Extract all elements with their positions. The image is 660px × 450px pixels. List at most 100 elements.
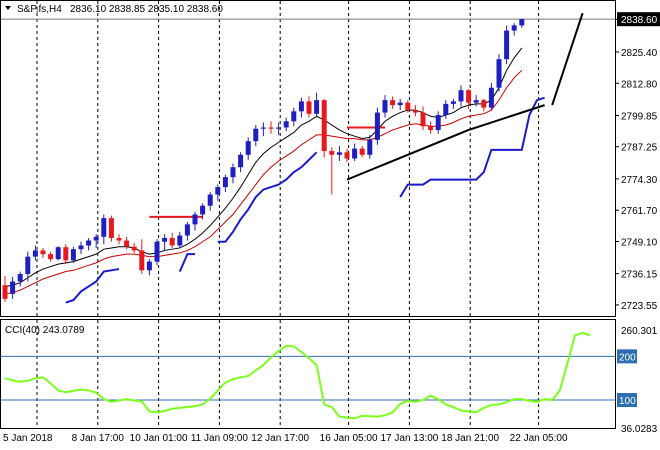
y-tick-label: 2723.55 (621, 301, 658, 312)
candle-up (184, 224, 190, 236)
stop-line (178, 253, 195, 272)
stop-line (399, 96, 545, 198)
candle-up (230, 167, 236, 178)
candle-up (382, 100, 388, 113)
candle-up (336, 152, 342, 155)
candle-up (70, 249, 76, 261)
candle-up (17, 274, 23, 282)
candle-up (215, 187, 221, 195)
candle-down (321, 100, 327, 152)
candle-up (260, 127, 266, 129)
candle-up (283, 121, 289, 128)
candle-up (435, 115, 441, 130)
panel-frames (0, 0, 616, 429)
candle-up (488, 87, 494, 108)
stop-line (217, 151, 318, 243)
candle-up (367, 139, 373, 155)
candle-up (314, 100, 320, 114)
cci-level-label: 100 (619, 396, 636, 407)
candle-down (306, 101, 312, 114)
candle-up (177, 235, 183, 246)
symbol-label: S&P,fs,H4 (17, 4, 62, 15)
candle-up (200, 205, 206, 215)
trendline (346, 129, 469, 181)
trendline (551, 12, 584, 106)
main-series (2, 12, 584, 304)
x-tick-label: 10 Jan 01:00 (130, 433, 188, 444)
candle-down (405, 102, 411, 111)
ma-fast-line (4, 47, 523, 287)
candle-down (359, 148, 365, 155)
candle-down (268, 127, 274, 129)
candle-up (352, 148, 358, 159)
candle-up (154, 241, 160, 262)
cci-level-label: 200 (619, 352, 636, 363)
x-tick-label: 22 Jan 05:00 (510, 433, 568, 444)
ma-slow-line (4, 69, 523, 295)
candle-up (146, 261, 152, 271)
y-tick-label: 2774.30 (621, 175, 658, 186)
y-tick-label: 2799.85 (621, 111, 658, 122)
axes: 2838.60 2825.40 2812.80 2799.85 2787.25 2774.… (3, 12, 660, 444)
candle-down (420, 112, 426, 127)
candle-down (139, 250, 145, 271)
candle-down (412, 110, 418, 113)
cci-line (4, 331, 591, 420)
candle-up (374, 112, 380, 140)
candle-down (481, 100, 487, 108)
candle-down (131, 246, 137, 251)
x-tick-label: 11 Jan 09:00 (191, 433, 249, 444)
candle-down (390, 100, 396, 106)
x-tick-label: 8 Jan 17:00 (72, 433, 125, 444)
cci-label: CCI(40) 243.0789 (5, 325, 85, 336)
y-tick-label: 2812.80 (621, 79, 658, 90)
candle-up (276, 127, 282, 129)
candle-up (504, 30, 510, 60)
chevron-down-icon[interactable] (5, 6, 11, 10)
candle-up (86, 240, 92, 246)
candle-up (55, 247, 61, 260)
candle-down (2, 285, 8, 299)
current-price-badge (617, 12, 660, 27)
x-tick-label: 12 Jan 17:00 (251, 433, 309, 444)
candle-up (32, 250, 38, 257)
ohlc-values: 2836.10 2838.85 2835.10 2838.60 (70, 4, 223, 15)
candle-down (466, 90, 472, 103)
candle-up (78, 245, 84, 250)
cci-level-badge (617, 349, 637, 364)
candle-up (298, 101, 304, 112)
candle-down (428, 126, 434, 130)
stop-line (65, 268, 120, 304)
candle-down (116, 238, 122, 241)
candle-up (519, 19, 525, 26)
candle-down (124, 240, 130, 247)
candle-down (40, 250, 46, 255)
candle-down (344, 152, 350, 159)
candle-up (238, 154, 244, 168)
candle-up (10, 281, 16, 294)
candle-up (101, 218, 107, 237)
cci-min-label: 36.0283 (621, 424, 658, 435)
candle-up (291, 111, 297, 122)
cci-max-label: 260.301 (621, 326, 658, 337)
main-panel-frame (0, 0, 616, 317)
main-grid (1, 1, 615, 316)
candle-up (511, 25, 517, 31)
candle-up (207, 194, 213, 206)
cci-panel-frame (0, 319, 616, 429)
candle-up (473, 100, 479, 103)
candle-down (169, 238, 175, 246)
candle-up (245, 141, 251, 155)
candle-up (450, 101, 456, 104)
x-tick-label: 5 Jan 2018 (3, 433, 53, 444)
x-tick-label: 16 Jan 05:00 (320, 433, 378, 444)
candle-up (93, 236, 99, 241)
cci-series (4, 331, 591, 420)
candle-up (443, 103, 449, 116)
candle-up (162, 238, 168, 242)
y-tick-label: 2787.25 (621, 143, 658, 154)
candle-up (222, 177, 228, 188)
y-tick-label: 2825.40 (621, 48, 658, 59)
candle-up (25, 256, 31, 275)
